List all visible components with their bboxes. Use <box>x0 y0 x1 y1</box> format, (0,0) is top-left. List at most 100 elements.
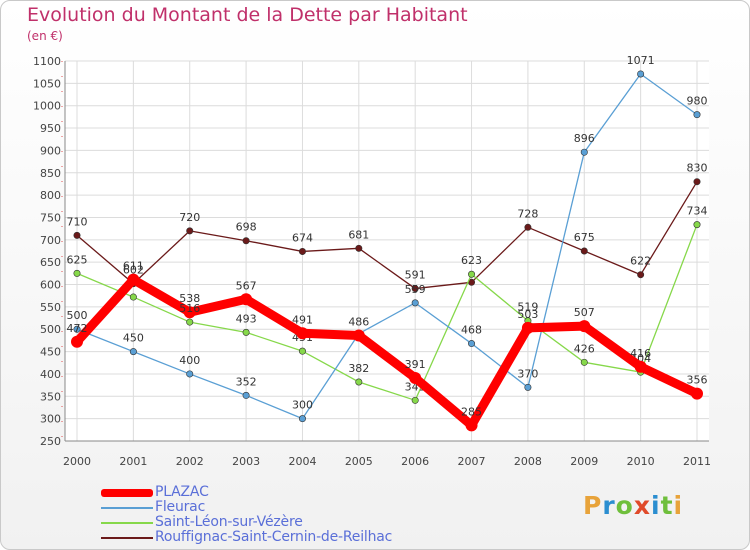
logo-letter: o <box>615 491 634 520</box>
data-label: 567 <box>236 279 257 292</box>
y-tick-label: 1100 <box>33 55 61 68</box>
x-tick-label: 2006 <box>401 455 429 468</box>
data-label: 503 <box>517 308 538 321</box>
data-point <box>468 340 476 348</box>
data-label: 622 <box>630 255 651 268</box>
data-point <box>465 419 478 432</box>
data-label: 980 <box>687 95 708 108</box>
y-tick-label: 800 <box>40 189 61 202</box>
y-tick-label: 650 <box>40 256 61 269</box>
data-point <box>578 320 591 333</box>
data-point <box>352 329 365 342</box>
data-point <box>296 327 309 340</box>
data-label: 591 <box>405 269 426 282</box>
y-tick-label: 600 <box>40 279 61 292</box>
data-point <box>409 371 422 384</box>
data-point <box>580 247 588 255</box>
proxiti-logo: Proxiti <box>583 491 683 520</box>
data-point <box>468 270 476 278</box>
data-point <box>73 325 81 333</box>
data-point <box>71 335 83 348</box>
data-point <box>186 227 194 235</box>
y-tick-label: 750 <box>40 211 61 224</box>
data-label: 356 <box>687 374 708 387</box>
x-tick-label: 2002 <box>176 455 204 468</box>
data-label: 472 <box>67 322 88 335</box>
y-tick-label: 950 <box>40 122 61 135</box>
data-label: 602 <box>123 264 144 277</box>
logo-letter: P <box>583 491 603 520</box>
data-point <box>637 70 645 78</box>
y-tick-label: 1000 <box>33 100 61 113</box>
data-point <box>693 178 701 186</box>
y-tick-label: 1050 <box>33 77 61 90</box>
data-label: 468 <box>461 324 482 337</box>
data-point <box>693 221 701 229</box>
logo-letter: i <box>651 491 661 520</box>
legend-label: PLAZAC <box>155 484 209 500</box>
chart-legend: PLAZAC Fleurac Saint-Léon-sur-Vézère Rou… <box>101 484 501 545</box>
data-point <box>73 231 81 239</box>
data-label: 830 <box>687 162 708 175</box>
y-tick-label: 700 <box>40 234 61 247</box>
data-point <box>634 360 647 373</box>
data-label: 285 <box>461 405 482 418</box>
data-label: 728 <box>517 207 538 220</box>
legend-item-rouffignac: Rouffignac-Saint-Cernin-de-Reilhac <box>101 529 501 545</box>
x-tick-label: 2004 <box>288 455 316 468</box>
data-label: 491 <box>292 313 313 326</box>
data-label: 681 <box>348 228 369 241</box>
data-label: 538 <box>179 292 200 305</box>
series-line-0 <box>76 181 698 290</box>
data-label: 720 <box>179 211 200 224</box>
y-tick-label: 450 <box>40 346 61 359</box>
data-label: 426 <box>574 342 595 355</box>
data-point <box>524 223 532 231</box>
y-tick-label: 300 <box>40 413 61 426</box>
data-label: 698 <box>236 221 257 234</box>
data-point <box>186 318 194 326</box>
y-tick-label: 350 <box>40 390 61 403</box>
series-line-1 <box>76 223 698 401</box>
chart-subtitle: (en €) <box>27 29 63 43</box>
legend-swatch <box>101 489 153 497</box>
legend-item-plazac: PLAZAC <box>101 484 501 500</box>
data-label: 734 <box>687 205 708 218</box>
data-label: 625 <box>67 253 88 266</box>
data-point <box>183 306 196 319</box>
data-label: 493 <box>236 312 257 325</box>
data-label: 450 <box>123 332 144 345</box>
logo-letter: x <box>633 491 651 520</box>
y-tick-label: 250 <box>40 435 61 448</box>
data-point <box>73 269 81 277</box>
data-point <box>355 244 363 252</box>
data-label: 486 <box>348 315 369 328</box>
data-label: 1071 <box>627 54 655 67</box>
x-tick-label: 2008 <box>514 455 542 468</box>
x-tick-label: 2011 <box>683 455 711 468</box>
data-point <box>242 328 250 336</box>
data-point <box>637 271 645 279</box>
y-tick-label: 550 <box>40 301 61 314</box>
data-label: 896 <box>574 132 595 145</box>
data-point <box>298 415 306 423</box>
data-point <box>242 237 250 245</box>
data-label: 382 <box>348 362 369 375</box>
data-label: 400 <box>179 354 200 367</box>
data-label: 370 <box>517 367 538 380</box>
x-tick-label: 2005 <box>345 455 373 468</box>
data-point <box>693 111 701 119</box>
legend-label: Saint-Léon-sur-Vézère <box>155 514 303 530</box>
legend-swatch <box>101 507 153 509</box>
legend-label: Rouffignac-Saint-Cernin-de-Reilhac <box>155 529 393 545</box>
x-tick-label: 2007 <box>458 455 486 468</box>
y-tick-label: 500 <box>40 323 61 336</box>
x-tick-label: 2009 <box>570 455 598 468</box>
data-point <box>521 321 534 334</box>
data-label: 674 <box>292 231 313 244</box>
x-tick-label: 2000 <box>63 455 91 468</box>
legend-swatch <box>101 522 153 524</box>
logo-letter: r <box>602 491 616 520</box>
